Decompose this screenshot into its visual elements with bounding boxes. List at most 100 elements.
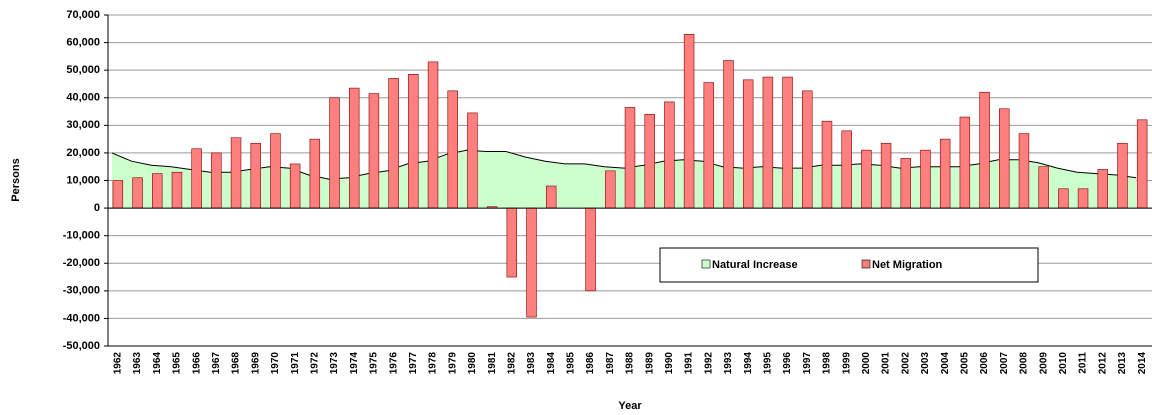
x-tick-label: 2005 <box>960 352 971 375</box>
bar <box>1117 142 1128 209</box>
x-tick-label: 1997 <box>802 352 813 375</box>
x-tick-label: 1979 <box>447 352 458 375</box>
bar <box>605 170 616 209</box>
bar <box>171 171 183 209</box>
bar <box>1077 188 1089 209</box>
y-tick-label: 10,000 <box>66 174 100 186</box>
bar <box>999 108 1010 209</box>
y-tick-label: -10,000 <box>63 230 100 242</box>
bar <box>230 137 242 209</box>
x-tick-label: 2010 <box>1058 352 1069 375</box>
x-tick-label: 1976 <box>388 352 399 375</box>
x-tick-label: 1993 <box>723 352 734 375</box>
bar <box>861 149 872 209</box>
x-tick-label: 2012 <box>1097 352 1108 375</box>
x-tick-label: 1966 <box>191 352 202 375</box>
x-tick-label: 1983 <box>526 352 537 375</box>
bar <box>1038 166 1049 209</box>
x-tick-label: 1971 <box>290 352 301 375</box>
bar <box>270 133 281 209</box>
x-tick-label: 1994 <box>743 352 754 375</box>
bar <box>900 158 911 209</box>
bar <box>841 130 852 209</box>
bar <box>742 79 754 209</box>
y-tick-label: -30,000 <box>63 285 100 297</box>
legend-label: Natural Increase <box>712 259 798 271</box>
x-tick-label: 2008 <box>1019 352 1030 375</box>
y-tick-label: -20,000 <box>63 257 100 269</box>
x-tick-label: 1973 <box>329 352 340 375</box>
x-tick-label: 1985 <box>566 352 577 375</box>
bar <box>289 163 301 209</box>
bar <box>1058 188 1069 209</box>
bar <box>1097 169 1108 209</box>
x-tick-label: 2013 <box>1117 352 1128 375</box>
x-tick-label: 1992 <box>703 352 714 375</box>
x-tick-label: 1970 <box>270 352 281 375</box>
legend-label: Net Migration <box>872 259 943 271</box>
x-tick-label: 1967 <box>211 352 222 375</box>
bar <box>802 90 813 209</box>
bar <box>585 207 596 292</box>
x-tick-label: 2004 <box>940 352 951 375</box>
bar <box>309 138 321 209</box>
x-tick-label: 1962 <box>112 352 123 375</box>
x-tick-label: 1996 <box>782 352 793 375</box>
x-tick-label: 1963 <box>132 352 143 375</box>
x-tick-label: 2007 <box>999 352 1010 375</box>
x-tick-label: 2001 <box>881 352 892 375</box>
y-tick-label: -40,000 <box>63 312 100 324</box>
bar <box>762 76 774 209</box>
bar <box>1018 133 1030 209</box>
bar <box>191 148 202 209</box>
bar <box>506 207 518 278</box>
bar <box>388 78 399 209</box>
x-tick-label: 1990 <box>664 352 675 375</box>
x-tick-label: 1995 <box>763 352 774 375</box>
bar <box>920 149 931 209</box>
y-tick-label: -50,000 <box>63 340 100 352</box>
legend-swatch <box>701 259 711 269</box>
bar <box>782 76 793 209</box>
bar <box>821 120 833 209</box>
bar <box>329 97 340 209</box>
bar <box>1136 119 1148 209</box>
bar <box>624 107 636 209</box>
bar <box>545 185 557 209</box>
x-tick-label: 2003 <box>920 352 931 375</box>
y-tick-label: 60,000 <box>66 36 100 48</box>
x-tick-label: 2009 <box>1038 352 1049 375</box>
x-tick-label: 1989 <box>644 352 655 375</box>
x-tick-label: 1964 <box>152 352 163 375</box>
x-tick-label: 1998 <box>822 352 833 375</box>
y-tick-label: 30,000 <box>66 119 100 131</box>
bar <box>408 74 419 209</box>
x-tick-label: 1969 <box>250 352 261 375</box>
x-tick-label: 2006 <box>979 352 990 375</box>
bar <box>467 112 478 209</box>
x-axis-title: Year <box>618 400 642 412</box>
x-tick-label: 1968 <box>231 352 242 375</box>
y-tick-label: 40,000 <box>66 92 100 104</box>
x-tick-label: 1982 <box>506 352 517 375</box>
bar <box>427 61 439 209</box>
x-tick-label: 2000 <box>861 352 872 375</box>
bar <box>152 173 163 209</box>
y-tick-label: 50,000 <box>66 64 100 76</box>
y-tick-label: 0 <box>94 202 100 214</box>
x-tick-label: 1984 <box>546 352 557 375</box>
bar <box>447 90 458 209</box>
x-tick-label: 2011 <box>1078 352 1089 374</box>
bar <box>939 138 951 209</box>
x-tick-label: 1975 <box>369 352 380 375</box>
x-tick-label: 1972 <box>309 352 320 375</box>
x-tick-label: 1999 <box>841 352 852 375</box>
x-tick-label: 1991 <box>684 352 695 375</box>
bar <box>132 177 143 209</box>
bar <box>250 142 261 209</box>
y-tick-label: 70,000 <box>66 9 100 21</box>
x-tick-label: 1978 <box>428 352 439 375</box>
y-tick-label: 20,000 <box>66 147 100 159</box>
